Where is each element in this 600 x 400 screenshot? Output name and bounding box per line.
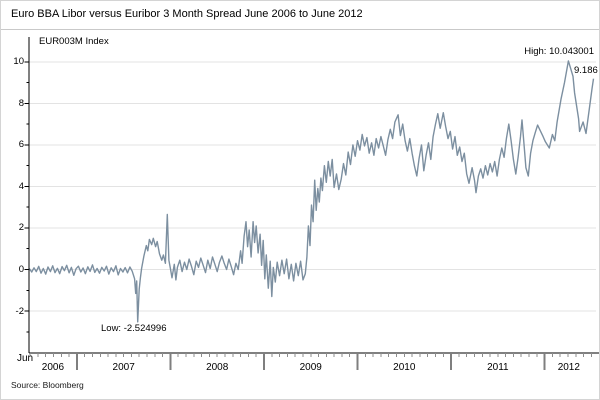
x-axis-start-month-label: Jun: [17, 353, 34, 364]
y-tick-label: 0: [18, 264, 24, 275]
legend-series-label: EUR003M Index: [39, 36, 109, 47]
source-attribution: Source: Bloomberg: [11, 380, 84, 390]
x-year-label: 2009: [299, 362, 322, 373]
x-year-label: 2006: [41, 362, 65, 373]
last-value-annotation: 9.186: [574, 65, 598, 76]
x-year-label: 2012: [557, 362, 580, 373]
series-line-eur003m: [28, 60, 595, 323]
x-year-label: 2011: [487, 362, 509, 373]
y-tick-label: 2: [18, 222, 24, 234]
low-value-annotation: Low: -2.524996: [101, 323, 167, 334]
x-year-label: 2010: [393, 362, 416, 373]
chart-title: Euro BBA Libor versus Euribor 3 Month Sp…: [11, 8, 363, 20]
title-divider-line: [1, 29, 599, 30]
y-tick-label: 10: [13, 56, 24, 68]
x-year-label: 2007: [112, 362, 135, 373]
y-tick-label: -2: [15, 305, 24, 317]
high-value-annotation: High: 10.043001: [524, 46, 594, 57]
x-year-label: 2008: [206, 362, 229, 373]
y-tick-label: 8: [18, 97, 24, 109]
y-tick-label: 6: [18, 139, 24, 151]
y-tick-label: 4: [18, 180, 24, 192]
